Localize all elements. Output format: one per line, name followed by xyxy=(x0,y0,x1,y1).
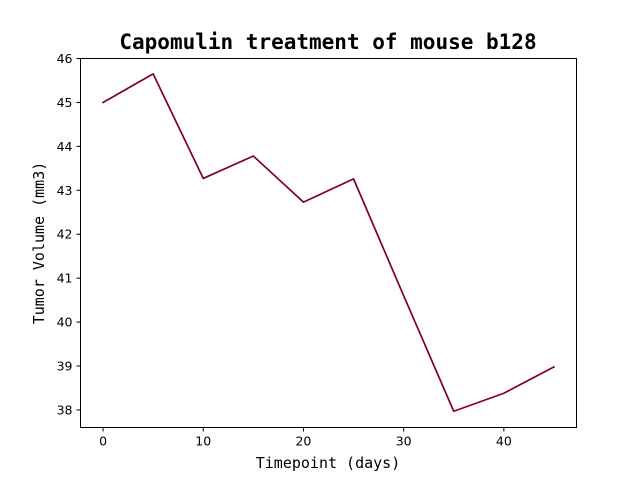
series-layer xyxy=(101,73,556,413)
tumor-volume-line xyxy=(101,73,556,413)
y-tick-label: 43 xyxy=(57,183,73,198)
plot-area-frame xyxy=(80,58,577,428)
y-tick-label: 41 xyxy=(57,271,73,286)
ticks-layer: 0 10 20 30 40 38 39 40 41 42 43 44 45 46 xyxy=(57,51,512,449)
y-tick-label: 42 xyxy=(57,227,73,242)
y-tick-label: 39 xyxy=(57,359,73,374)
y-tick-label: 40 xyxy=(57,315,73,330)
chart-title: Capomulin treatment of mouse b128 xyxy=(119,30,536,54)
x-tick-label: 0 xyxy=(99,434,107,449)
x-tick-label: 30 xyxy=(396,434,412,449)
y-tick-label: 44 xyxy=(57,139,73,154)
y-axis-label: Tumor Volume (mm3) xyxy=(30,162,48,325)
y-tick-label: 45 xyxy=(57,95,73,110)
x-tick-label: 10 xyxy=(195,434,211,449)
x-axis-label: Timepoint (days) xyxy=(256,454,401,472)
y-tick-label: 46 xyxy=(57,51,73,66)
y-tick-label: 38 xyxy=(57,402,73,417)
x-tick-label: 40 xyxy=(496,434,512,449)
x-tick-label: 20 xyxy=(295,434,311,449)
